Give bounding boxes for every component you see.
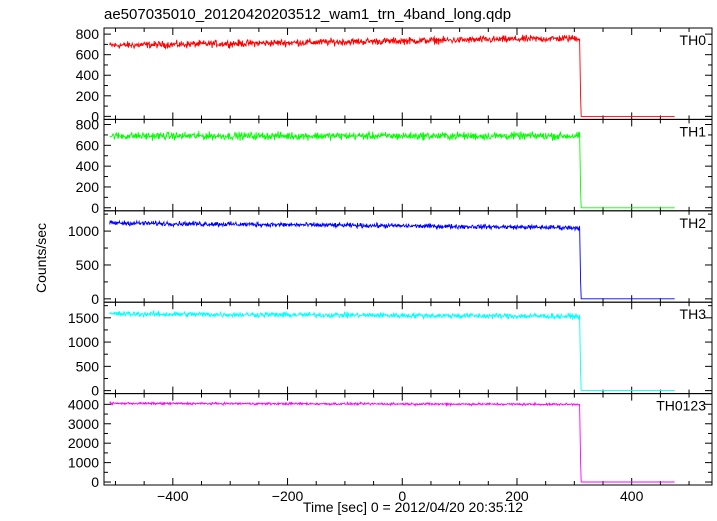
series-line-th0 [109,34,675,117]
series-label: TH1 [680,123,707,139]
y-tick-label: 600 [76,137,100,153]
panel-th2: 0 500 1000 TH2 [68,210,713,307]
panel-frame [103,393,713,486]
y-tick-label: 400 [76,67,100,83]
y-tick-label: 2000 [68,435,99,451]
x-tick-label: 400 [620,488,644,504]
panels-group: 0 200 400 600 800 TH0 0 200 400 600 800 TH1 0 500 1000… [68,26,713,490]
y-tick-label: 200 [76,179,100,195]
y-tick-label: 1000 [68,455,99,471]
y-tick-label: 0 [91,200,99,216]
y-axis-label: Counts/sec [33,223,49,293]
x-tick-label: 0 [398,488,406,504]
y-tick-label: 500 [76,257,100,273]
series-line-th3 [109,309,675,392]
y-tick-label: 1000 [68,223,99,239]
panel-th3: 0 500 1000 1500 TH3 [68,301,713,399]
y-tick-label: 0 [91,383,99,399]
series-line-th0123 [109,400,675,483]
y-tick-label: 1000 [68,334,99,350]
y-tick-label: 0 [91,474,99,490]
series-label: TH0 [680,32,707,48]
panel-frame [103,118,713,212]
y-tick-label: 500 [76,358,100,374]
x-tick-label: −200 [272,488,304,504]
series-label: TH3 [680,306,707,322]
series-line-th1 [109,131,675,209]
x-tick-labels: −400 −200 0 200 400 [157,488,644,504]
series-label: TH0123 [656,398,706,414]
y-tick-label: 4000 [68,396,99,412]
y-tick-label: 1500 [68,310,99,326]
x-tick-label: 200 [505,488,529,504]
x-tick-label: −400 [157,488,189,504]
y-tick-label: 800 [76,26,100,42]
y-tick-label: 600 [76,47,100,63]
y-tick-label: 400 [76,158,100,174]
y-tick-label: 800 [76,117,100,133]
series-label: TH2 [680,215,707,231]
panel-th0: 0 200 400 600 800 TH0 [76,26,713,124]
y-tick-label: 3000 [68,416,99,432]
panel-th0123: 0 1000 2000 3000 4000 TH0123 [68,393,713,490]
panel-th1: 0 200 400 600 800 TH1 [76,117,713,216]
series-line-th2 [109,219,675,300]
y-tick-label: 200 [76,88,100,104]
y-tick-label: 0 [91,108,99,124]
x-axis-label: Time [sec] 0 = 2012/04/20 20:35:12 [303,499,523,515]
chart-title: ae507035010_20120420203512_wam1_trn_4ban… [104,6,511,23]
y-tick-label: 0 [91,291,99,307]
